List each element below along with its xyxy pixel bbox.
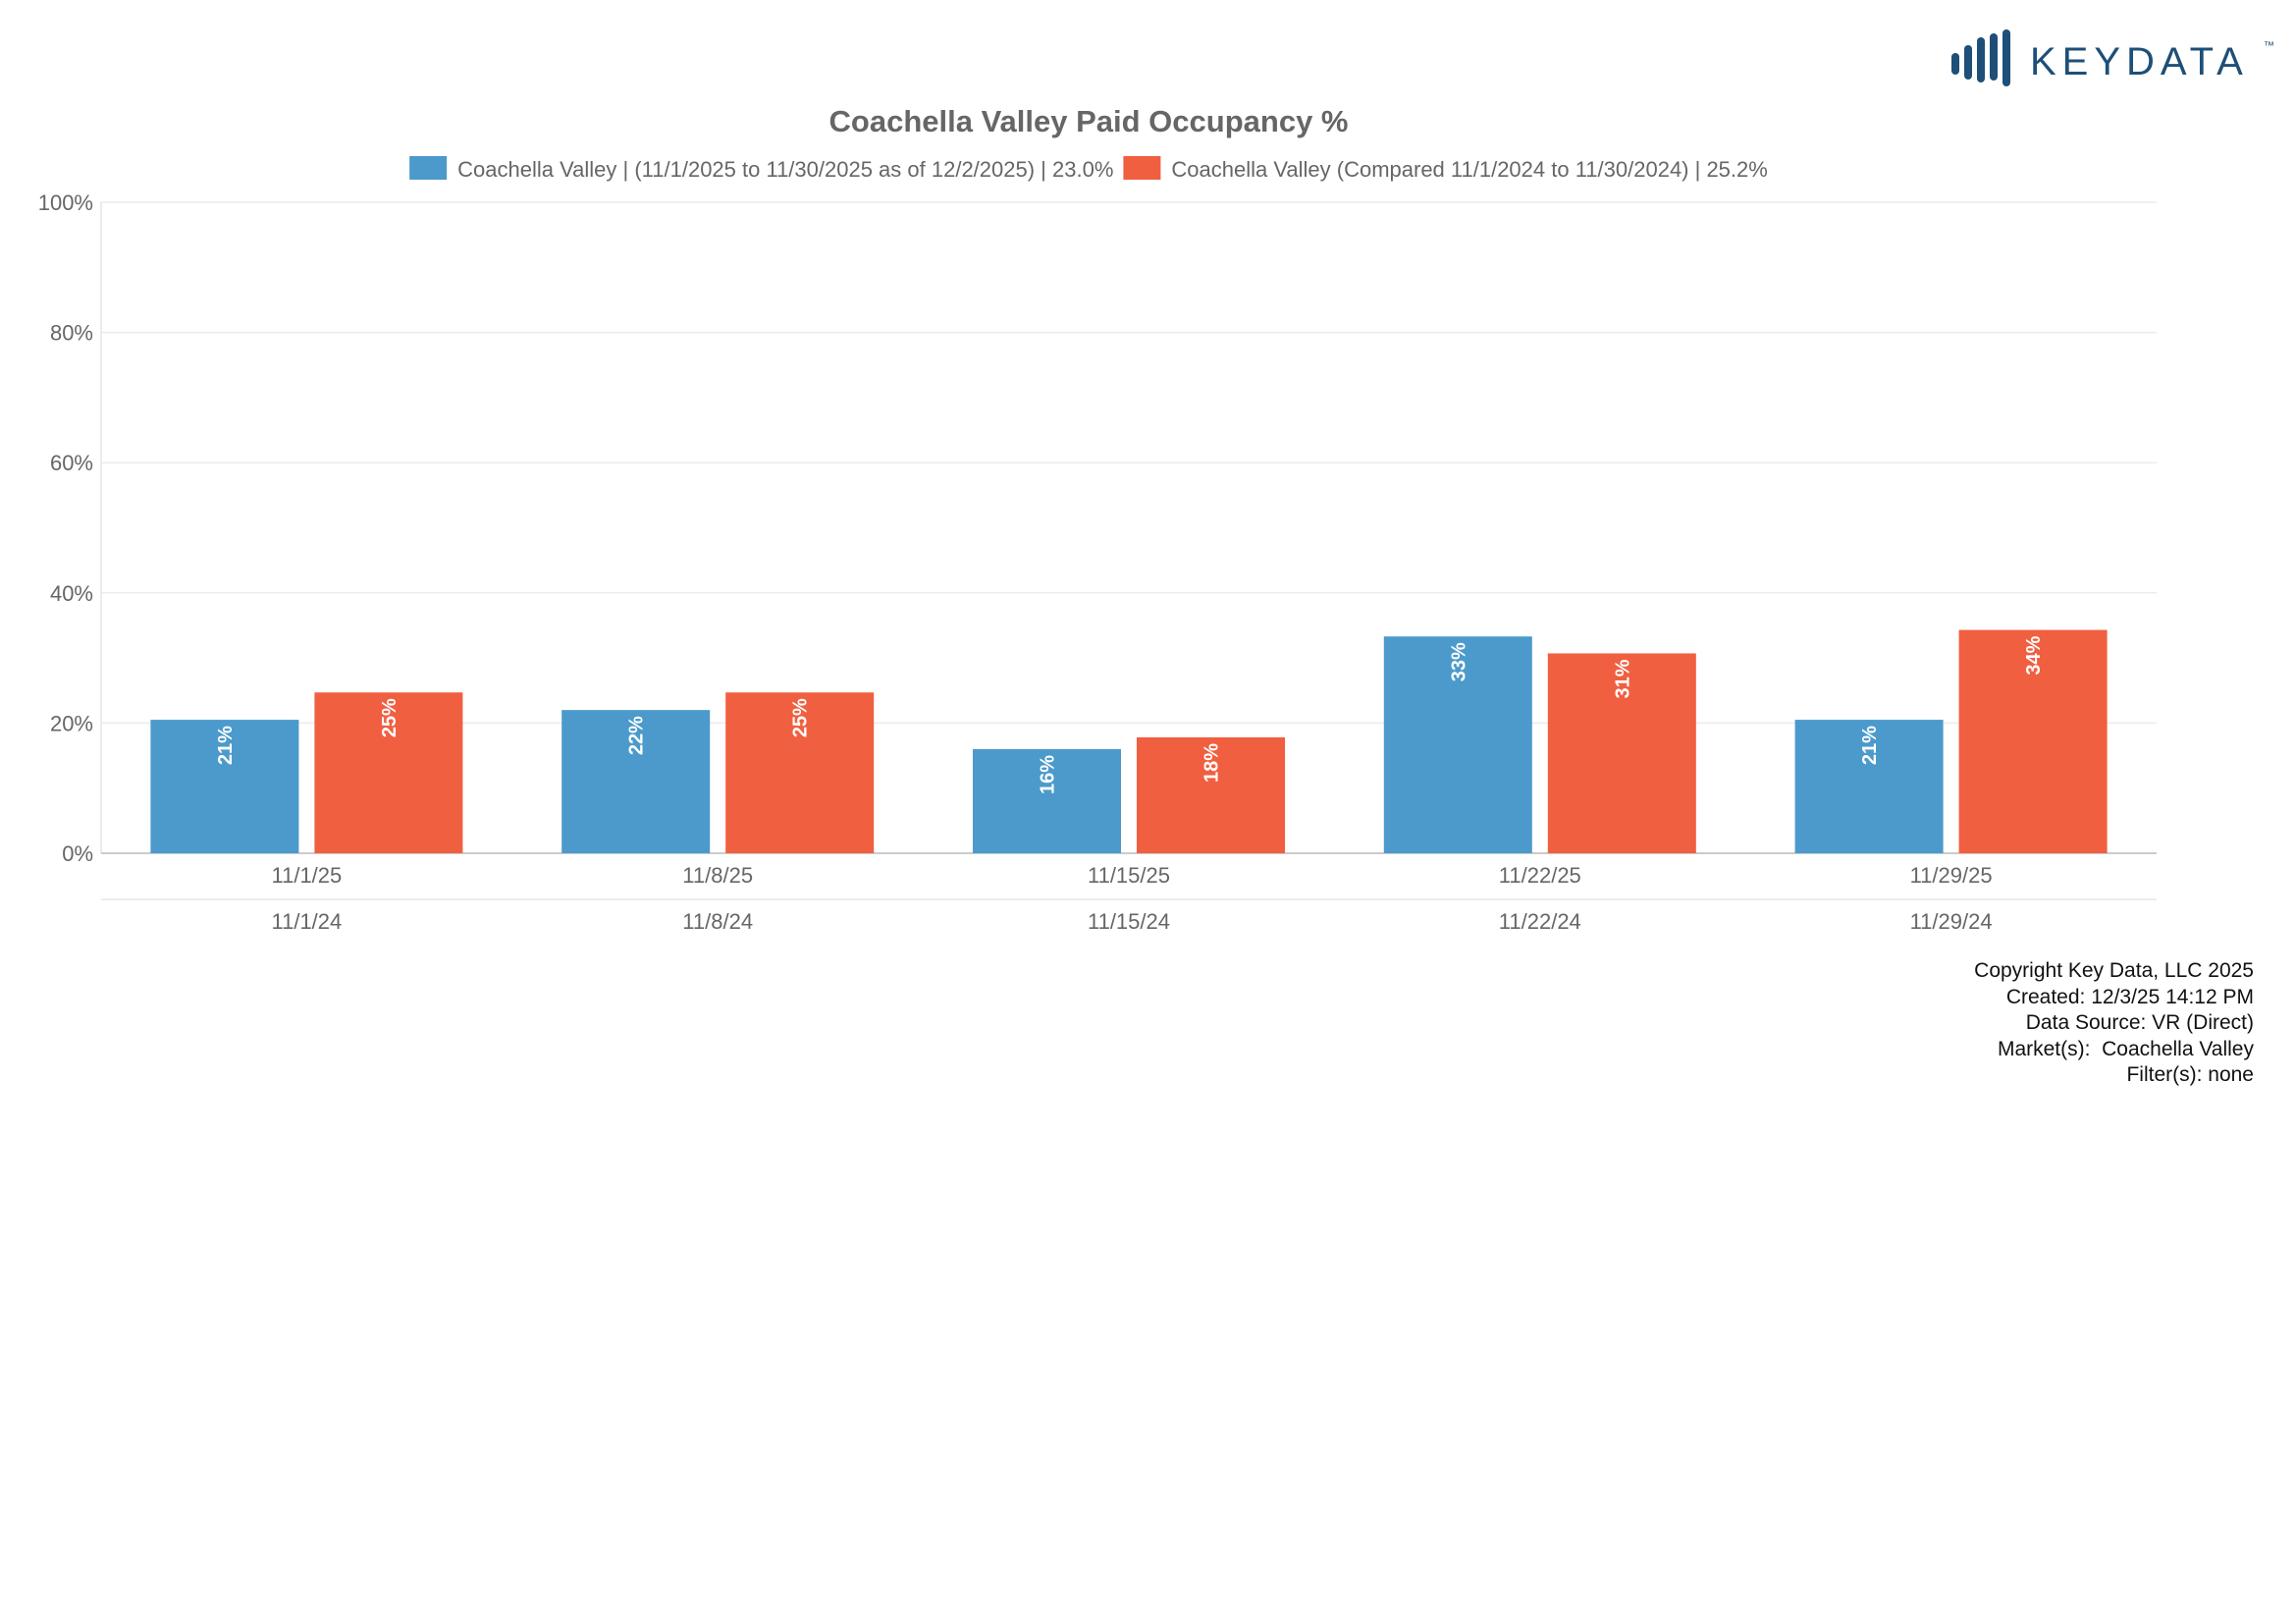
x-tick-label-secondary: 11/1/24 <box>272 909 343 934</box>
bar-value-label: 21% <box>215 726 237 765</box>
x-tick-label: 11/1/25 <box>272 863 343 888</box>
bar-value-label: 33% <box>1448 642 1469 681</box>
bar-current <box>1794 720 1944 853</box>
x-axis: 11/1/25 11/1/24 11/8/25 11/8/24 11/15/25 11/1… <box>272 863 1993 934</box>
footer-created: Created: 12/3/25 14:12 PM <box>2005 985 2254 1008</box>
bar-value-label: 21% <box>1859 726 1881 765</box>
bar-compare <box>1547 653 1696 853</box>
bar-value-label: 34% <box>2023 635 2045 675</box>
report-footer: Copyright Key Data, LLC 2025 Created: 12… <box>1974 958 2254 1089</box>
occupancy-bar-chart: Coachella Valley Paid Occupancy % Coache… <box>38 104 2157 934</box>
legend-swatch <box>409 156 448 180</box>
x-tick-label-secondary: 11/22/24 <box>1499 909 1581 934</box>
chart-legend: Coachella Valley | (11/1/2025 to 11/30/2… <box>409 156 1768 182</box>
bar-current <box>561 710 711 853</box>
logo-text: KEYDATA <box>2030 40 2249 83</box>
bar-compare <box>1137 736 1285 853</box>
bar-compare <box>1958 629 2108 853</box>
bars-group: 21% 25% 22% 25% 16% 18% 33% 31% 21% 34% <box>150 629 2108 853</box>
legend-swatch <box>1123 156 1161 180</box>
legend-label: Coachella Valley (Compared 11/1/2024 to … <box>1171 157 1767 182</box>
bar-compare <box>314 692 463 853</box>
y-tick-label: 20% <box>50 711 93 735</box>
chart-gridlines <box>101 201 2157 725</box>
x-tick-label: 11/22/25 <box>1499 863 1581 888</box>
x-tick-label-secondary: 11/8/24 <box>682 909 753 934</box>
x-tick-label-secondary: 11/29/24 <box>1910 909 1993 934</box>
logo-trademark: ™ <box>2264 40 2274 52</box>
y-tick-label: 0% <box>62 841 93 866</box>
x-tick-label: 11/8/25 <box>682 863 753 888</box>
chart-title: Coachella Valley Paid Occupancy % <box>829 104 1349 138</box>
x-tick-label: 11/29/25 <box>1910 863 1993 888</box>
footer-filters: Filter(s): none <box>2126 1063 2254 1086</box>
bar-value-label: 22% <box>626 716 648 755</box>
logo-bars-icon <box>1951 29 2010 86</box>
bar-current <box>150 720 299 853</box>
bar-value-label: 31% <box>1612 659 1633 698</box>
y-tick-label: 80% <box>50 321 93 346</box>
bar-current <box>1383 636 1532 853</box>
footer-source: Data Source: VR (Direct) <box>2025 1011 2254 1034</box>
bar-value-label: 16% <box>1038 755 1059 794</box>
bar-value-label: 18% <box>1201 743 1223 783</box>
legend-label: Coachella Valley | (11/1/2025 to 11/30/2… <box>457 157 1113 182</box>
legend-item: Coachella Valley (Compared 11/1/2024 to … <box>1123 156 1768 182</box>
legend-item: Coachella Valley | (11/1/2025 to 11/30/2… <box>409 156 1113 182</box>
footer-markets: Market(s): Coachella Valley <box>1997 1037 2254 1060</box>
x-tick-label-secondary: 11/15/24 <box>1088 909 1170 934</box>
keydata-logo: KEYDATA ™ <box>1951 29 2274 86</box>
bar-compare <box>725 692 875 853</box>
bar-value-label: 25% <box>379 698 400 737</box>
y-tick-label: 60% <box>50 451 93 475</box>
bar-current <box>973 748 1121 853</box>
x-tick-label: 11/15/25 <box>1088 863 1170 888</box>
y-tick-label: 100% <box>38 190 93 215</box>
bar-value-label: 25% <box>790 698 812 737</box>
y-tick-label: 40% <box>50 581 93 606</box>
footer-copyright: Copyright Key Data, LLC 2025 <box>1974 959 2254 982</box>
